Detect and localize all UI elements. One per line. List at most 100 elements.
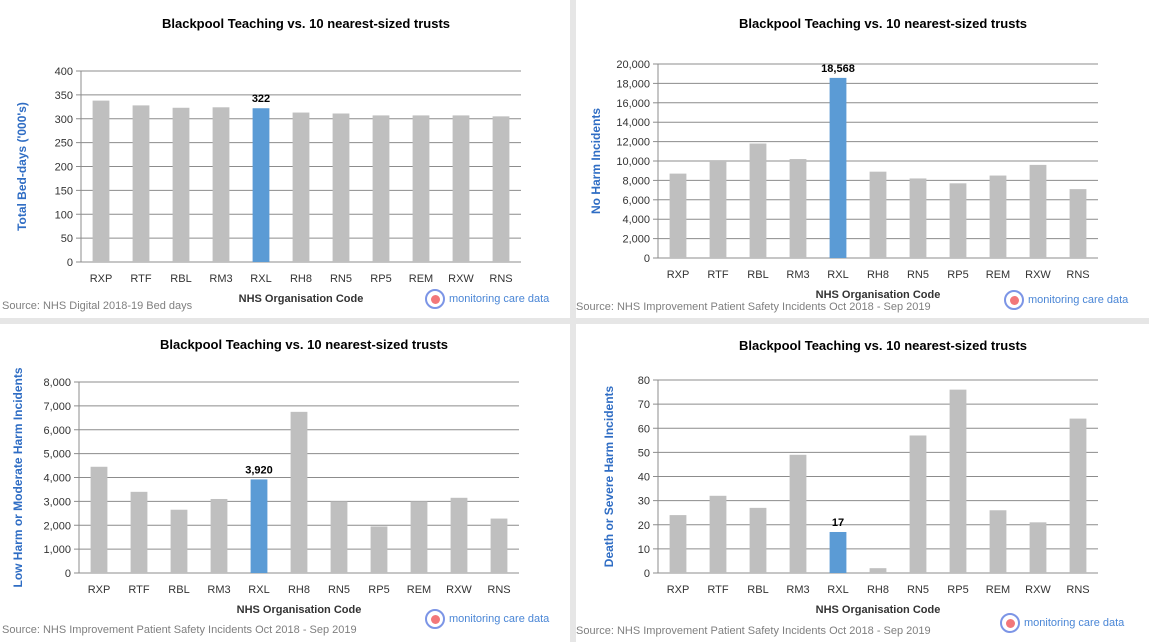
bar-rp5 bbox=[949, 389, 967, 573]
chart-title: Blackpool Teaching vs. 10 nearest-sized … bbox=[162, 16, 450, 31]
x-tick-label: RN5 bbox=[907, 269, 929, 281]
x-tick-label: RM3 bbox=[786, 584, 809, 596]
y-tick-label: 2,000 bbox=[622, 234, 650, 246]
bar-rm3 bbox=[789, 159, 807, 258]
x-tick-label: RXL bbox=[827, 584, 848, 596]
bar-rtf bbox=[709, 161, 727, 258]
x-axis-title: NHS Organisation Code bbox=[237, 604, 362, 616]
y-axis-title: No Harm Incidents bbox=[589, 108, 603, 214]
x-tick-label: RN5 bbox=[907, 584, 929, 596]
y-tick-label: 100 bbox=[55, 209, 73, 221]
y-tick-label: 1,000 bbox=[43, 544, 71, 556]
data-label: 3,920 bbox=[245, 464, 273, 476]
bar-rxl bbox=[829, 531, 847, 573]
data-label: 322 bbox=[252, 93, 270, 105]
y-tick-label: 12,000 bbox=[616, 137, 650, 149]
y-tick-label: 0 bbox=[644, 253, 650, 265]
bar-rtf bbox=[709, 495, 727, 573]
y-tick-label: 16,000 bbox=[616, 98, 650, 110]
y-tick-label: 60 bbox=[638, 423, 650, 435]
y-tick-label: 2,000 bbox=[43, 520, 71, 532]
brand-monitoring-care-data[interactable]: monitoring care data bbox=[425, 609, 549, 629]
chart-panel-no-harm: Blackpool Teaching vs. 10 nearest-sized … bbox=[576, 0, 1149, 318]
chart-panel-low-moderate-harm: Blackpool Teaching vs. 10 nearest-sized … bbox=[0, 324, 570, 642]
chart-title: Blackpool Teaching vs. 10 nearest-sized … bbox=[739, 338, 1027, 353]
chart-panel-bed-days: Blackpool Teaching vs. 10 nearest-sized … bbox=[0, 0, 570, 318]
x-tick-label: RH8 bbox=[288, 584, 310, 596]
bar-rn5 bbox=[909, 435, 927, 573]
brand-monitoring-care-data[interactable]: monitoring care data bbox=[1000, 613, 1124, 633]
y-tick-label: 20 bbox=[638, 520, 650, 532]
x-tick-label: RH8 bbox=[867, 269, 889, 281]
y-tick-label: 300 bbox=[55, 114, 73, 126]
y-tick-label: 8,000 bbox=[622, 175, 650, 187]
x-tick-label: RXP bbox=[667, 269, 690, 281]
bar-rp5 bbox=[370, 526, 388, 573]
source-note: Source: NHS Improvement Patient Safety I… bbox=[576, 301, 931, 313]
x-tick-label: RXW bbox=[446, 584, 472, 596]
y-tick-label: 250 bbox=[55, 138, 73, 150]
chart-no-harm: Blackpool Teaching vs. 10 nearest-sized … bbox=[589, 16, 1098, 301]
bar-rp5 bbox=[372, 115, 390, 262]
x-tick-label: RP5 bbox=[370, 273, 391, 285]
y-tick-label: 400 bbox=[55, 66, 73, 78]
bar-rxp bbox=[669, 173, 687, 258]
y-tick-label: 4,000 bbox=[622, 214, 650, 226]
x-tick-label: RXL bbox=[250, 273, 271, 285]
bar-rbl bbox=[170, 509, 188, 573]
data-label: 17 bbox=[832, 517, 844, 529]
x-tick-label: REM bbox=[986, 584, 1010, 596]
y-tick-label: 30 bbox=[638, 496, 650, 508]
x-tick-label: RP5 bbox=[947, 269, 968, 281]
x-tick-label: RBL bbox=[168, 584, 189, 596]
x-tick-label: RXW bbox=[1025, 584, 1051, 596]
monitoring-care-data-logo-icon bbox=[425, 609, 445, 629]
bar-rxl bbox=[252, 108, 270, 263]
y-tick-label: 80 bbox=[638, 375, 650, 387]
y-tick-label: 6,000 bbox=[622, 195, 650, 207]
x-tick-label: RN5 bbox=[328, 584, 350, 596]
chart-low-moderate-harm: Blackpool Teaching vs. 10 nearest-sized … bbox=[11, 337, 519, 616]
x-tick-label: RP5 bbox=[368, 584, 389, 596]
x-tick-label: RNS bbox=[1066, 584, 1089, 596]
y-tick-label: 8,000 bbox=[43, 377, 71, 389]
x-tick-label: RBL bbox=[170, 273, 191, 285]
bar-rns bbox=[490, 518, 508, 573]
y-tick-label: 200 bbox=[55, 162, 73, 174]
x-tick-label: RXL bbox=[248, 584, 269, 596]
data-label: 18,568 bbox=[821, 63, 855, 75]
bar-rm3 bbox=[212, 107, 230, 262]
bar-rn5 bbox=[909, 178, 927, 258]
y-tick-label: 40 bbox=[638, 472, 650, 484]
x-tick-label: RTF bbox=[707, 584, 728, 596]
y-tick-label: 3,000 bbox=[43, 496, 71, 508]
bar-rbl bbox=[749, 143, 767, 258]
y-tick-label: 0 bbox=[65, 568, 71, 580]
bar-rxw bbox=[452, 115, 470, 262]
x-tick-label: REM bbox=[409, 273, 433, 285]
y-tick-label: 70 bbox=[638, 399, 650, 411]
bar-rxl bbox=[829, 77, 847, 258]
source-note: Source: NHS Improvement Patient Safety I… bbox=[2, 624, 357, 636]
bar-rem bbox=[412, 115, 430, 262]
brand-monitoring-care-data[interactable]: monitoring care data bbox=[1004, 290, 1128, 310]
brand-label: monitoring care data bbox=[449, 293, 550, 305]
x-tick-label: RXP bbox=[90, 273, 113, 285]
bar-rh8 bbox=[290, 411, 308, 573]
bar-rxw bbox=[1029, 522, 1047, 573]
brand-monitoring-care-data[interactable]: monitoring care data bbox=[425, 289, 549, 309]
y-tick-label: 6,000 bbox=[43, 425, 71, 437]
x-tick-label: RH8 bbox=[290, 273, 312, 285]
x-tick-label: RNS bbox=[1066, 269, 1089, 281]
x-tick-label: RBL bbox=[747, 584, 768, 596]
x-tick-label: RBL bbox=[747, 269, 768, 281]
bar-rns bbox=[492, 116, 510, 262]
bar-rns bbox=[1069, 189, 1087, 258]
x-tick-label: RN5 bbox=[330, 273, 352, 285]
y-tick-label: 50 bbox=[638, 447, 650, 459]
y-tick-label: 14,000 bbox=[616, 117, 650, 129]
monitoring-care-data-logo-icon bbox=[425, 289, 445, 309]
chart-bed-days: Blackpool Teaching vs. 10 nearest-sized … bbox=[15, 16, 521, 305]
x-tick-label: RM3 bbox=[207, 584, 230, 596]
source-note: Source: NHS Improvement Patient Safety I… bbox=[576, 625, 931, 637]
